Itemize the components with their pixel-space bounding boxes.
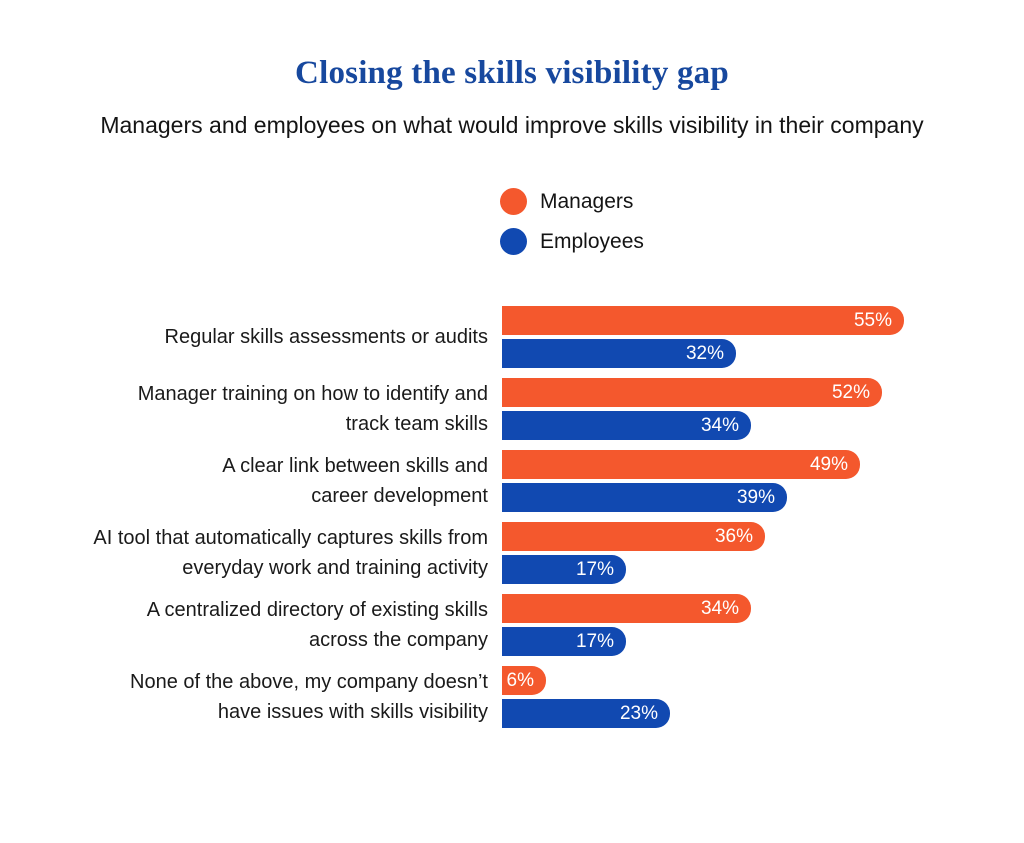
- chart-row: A centralized directory of existing skil…: [0, 594, 1024, 656]
- chart-row: AI tool that automatically captures skil…: [0, 522, 1024, 584]
- bar-value-label: 55%: [853, 309, 892, 331]
- chart-row: None of the above, my company doesn’t hav…: [0, 666, 1024, 728]
- managers-bar: 6%: [502, 666, 546, 695]
- bar-value-label: 39%: [736, 486, 775, 508]
- category-label-line: have issues with skills visibility: [217, 701, 488, 723]
- legend: Managers Employees: [500, 188, 1024, 255]
- bar-pair: 6% 23%: [502, 666, 670, 728]
- chart-subtitle: Managers and employees on what would imp…: [100, 112, 924, 138]
- category-label: Regular skills assessments or audits: [0, 322, 488, 352]
- category-label: A centralized directory of existing skil…: [0, 595, 488, 655]
- bar-value-label: 34%: [700, 597, 739, 619]
- category-label: A clear link between skills and career de…: [0, 451, 488, 511]
- bar-value-label: 32%: [685, 342, 724, 364]
- category-label: Manager training on how to identify and t…: [0, 379, 488, 439]
- category-label-line: AI tool that automatically captures skil…: [93, 527, 488, 549]
- chart-row: A clear link between skills and career de…: [0, 450, 1024, 512]
- bar-value-label: 17%: [575, 558, 614, 580]
- employees-bar: 39%: [502, 483, 787, 512]
- employees-bar: 17%: [502, 627, 626, 656]
- chart-row: Manager training on how to identify and t…: [0, 378, 1024, 440]
- employees-bar: 32%: [502, 339, 736, 368]
- legend-label-managers: Managers: [540, 189, 634, 213]
- managers-bar: 52%: [502, 378, 882, 407]
- bar-value-label: 6%: [506, 669, 534, 691]
- category-label-line: A clear link between skills and: [222, 455, 488, 477]
- category-label-line: Regular skills assessments or audits: [164, 326, 488, 348]
- employees-circle-icon: [500, 228, 527, 255]
- legend-item-employees: Employees: [500, 228, 1024, 255]
- category-label-line: across the company: [309, 629, 488, 651]
- category-label-line: A centralized directory of existing skil…: [146, 599, 488, 621]
- managers-circle-icon: [500, 188, 527, 215]
- bar-value-label: 23%: [619, 702, 658, 724]
- managers-bar: 36%: [502, 522, 765, 551]
- managers-bar: 55%: [502, 306, 904, 335]
- bar-chart: Regular skills assessments or audits 55% 3…: [0, 306, 1024, 728]
- category-label: None of the above, my company doesn’t hav…: [0, 667, 488, 727]
- bar-pair: 52% 34%: [502, 378, 882, 440]
- bar-pair: 49% 39%: [502, 450, 860, 512]
- managers-bar: 49%: [502, 450, 860, 479]
- bar-pair: 55% 32%: [502, 306, 904, 368]
- employees-bar: 34%: [502, 411, 751, 440]
- bar-pair: 36% 17%: [502, 522, 765, 584]
- legend-label-employees: Employees: [540, 229, 644, 253]
- bar-value-label: 52%: [831, 381, 870, 403]
- bar-pair: 34% 17%: [502, 594, 751, 656]
- chart-row: Regular skills assessments or audits 55% 3…: [0, 306, 1024, 368]
- bar-value-label: 34%: [700, 414, 739, 436]
- employees-bar: 23%: [502, 699, 670, 728]
- category-label-line: career development: [311, 485, 488, 507]
- category-label-line: Manager training on how to identify and: [137, 383, 488, 405]
- managers-bar: 34%: [502, 594, 751, 623]
- employees-bar: 17%: [502, 555, 626, 584]
- bar-value-label: 49%: [809, 453, 848, 475]
- bar-value-label: 36%: [714, 525, 753, 547]
- category-label-line: everyday work and training activity: [182, 557, 488, 579]
- category-label-line: None of the above, my company doesn’t: [130, 671, 488, 693]
- category-label: AI tool that automatically captures skil…: [0, 523, 488, 583]
- category-label-line: track team skills: [345, 413, 488, 435]
- legend-item-managers: Managers: [500, 188, 1024, 215]
- bar-value-label: 17%: [575, 630, 614, 652]
- chart-title: Closing the skills visibility gap: [295, 55, 729, 91]
